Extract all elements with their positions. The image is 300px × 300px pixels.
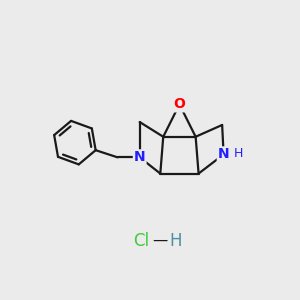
Text: H: H: [234, 147, 244, 160]
Text: N: N: [218, 147, 230, 161]
Text: Cl: Cl: [133, 232, 149, 250]
Text: O: O: [173, 98, 185, 111]
Text: H: H: [170, 232, 182, 250]
Text: —: —: [152, 233, 167, 248]
Text: N: N: [134, 150, 146, 164]
